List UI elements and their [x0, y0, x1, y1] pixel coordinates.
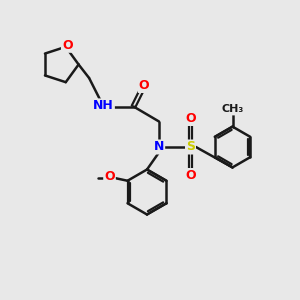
Text: S: S [186, 140, 195, 154]
Text: O: O [104, 170, 115, 183]
Text: O: O [186, 112, 196, 125]
Text: CH₃: CH₃ [221, 104, 244, 115]
Text: O: O [139, 79, 149, 92]
Text: NH: NH [93, 99, 114, 112]
Text: O: O [62, 39, 73, 52]
Text: N: N [154, 140, 164, 154]
Text: O: O [186, 169, 196, 182]
